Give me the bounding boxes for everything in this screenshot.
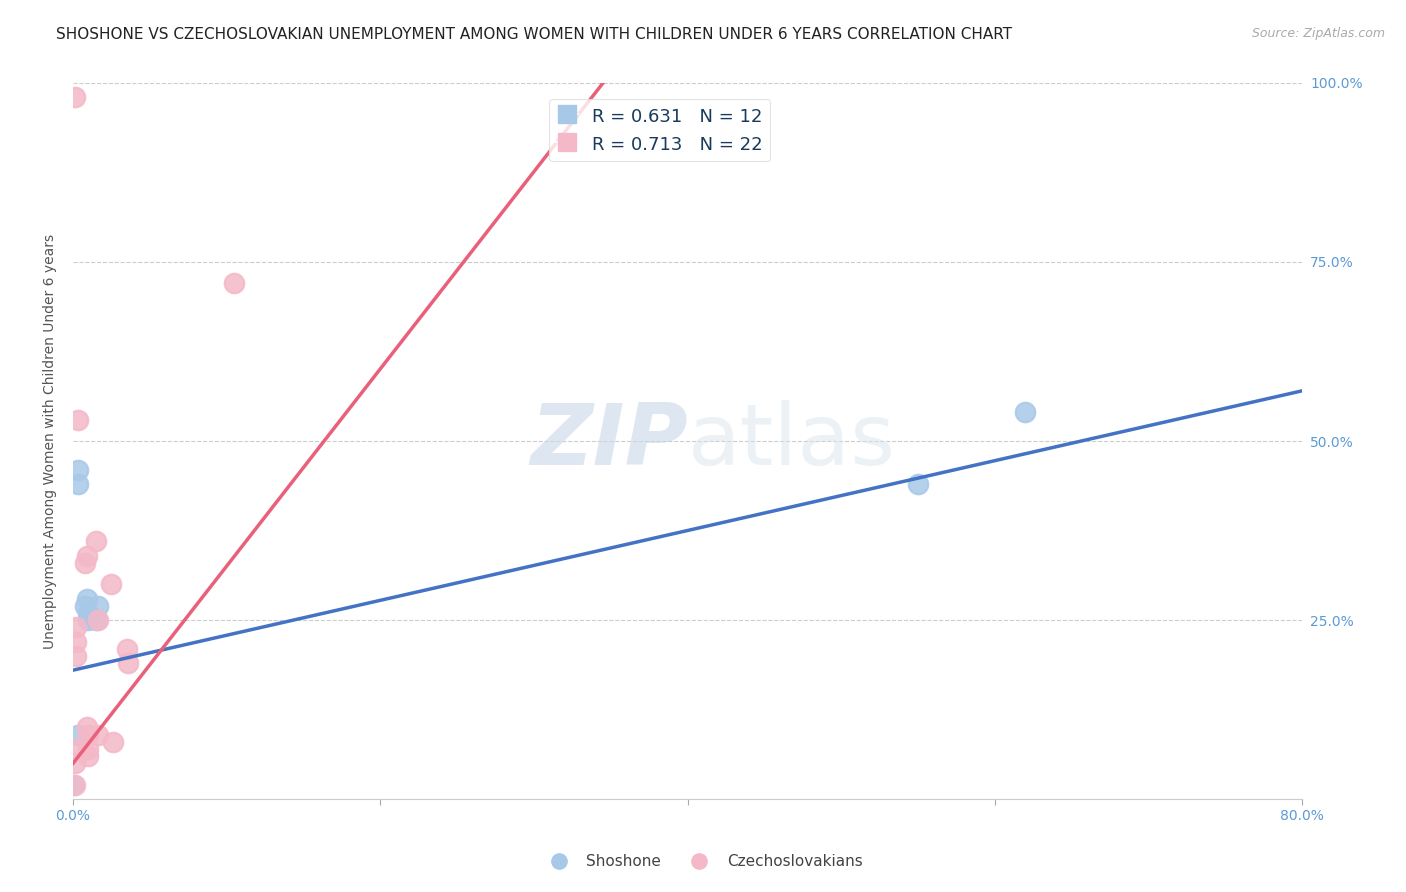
Legend: R = 0.631   N = 12, R = 0.713   N = 22: R = 0.631 N = 12, R = 0.713 N = 22 [550, 99, 770, 161]
Point [66, 477, 89, 491]
Point [66, 412, 89, 426]
Point [65, 634, 87, 648]
Text: SHOSHONE VS CZECHOSLOVAKIAN UNEMPLOYMENT AMONG WOMEN WITH CHILDREN UNDER 6 YEARS: SHOSHONE VS CZECHOSLOVAKIAN UNEMPLOYMENT… [56, 27, 1012, 42]
Text: Source: ZipAtlas.com: Source: ZipAtlas.com [1251, 27, 1385, 40]
Point [224, 277, 246, 291]
Point [77, 749, 100, 764]
Point [62, 778, 84, 792]
Point [75, 556, 97, 570]
Point [100, 577, 122, 591]
Point [76, 549, 98, 563]
Point [77, 613, 100, 627]
Point [86, 728, 108, 742]
Point [115, 641, 138, 656]
Text: atlas: atlas [688, 400, 896, 483]
Point [1014, 405, 1036, 419]
Point [63, 90, 86, 104]
Point [86, 599, 108, 613]
Point [907, 477, 929, 491]
Point [77, 742, 100, 756]
Point [63, 756, 86, 771]
Point [66, 463, 89, 477]
Y-axis label: Unemployment Among Women with Children Under 6 years: Unemployment Among Women with Children U… [44, 234, 58, 648]
Point [76, 721, 98, 735]
Point [84, 613, 107, 627]
Point [101, 735, 124, 749]
Point [63, 742, 86, 756]
Point [86, 613, 108, 627]
Text: ZIP: ZIP [530, 400, 688, 483]
Point [65, 648, 87, 663]
Point [76, 591, 98, 606]
Legend: Shoshone, Czechoslovakians: Shoshone, Czechoslovakians [537, 848, 869, 875]
Point [75, 599, 97, 613]
Point [63, 778, 86, 792]
Point [77, 606, 100, 620]
Point [65, 620, 87, 634]
Point [66, 728, 89, 742]
Point [77, 728, 100, 742]
Point [84, 534, 107, 549]
Point [117, 656, 139, 670]
